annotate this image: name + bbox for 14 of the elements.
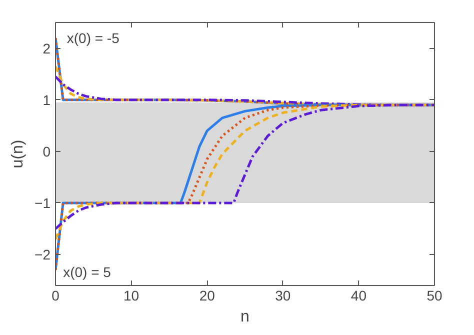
y-tick-label: 2 xyxy=(42,40,51,56)
x-tick-label: 20 xyxy=(199,288,216,304)
y-tick-label: 0 xyxy=(42,143,51,160)
y-tick-label: −2 xyxy=(34,246,51,263)
x-tick-label: 50 xyxy=(426,288,442,304)
x-axis-title: n xyxy=(240,308,250,326)
y-tick-label: −1 xyxy=(34,194,51,211)
y-tick-label: 1 xyxy=(42,92,51,108)
x-tick-label: 40 xyxy=(350,288,367,304)
y-axis-title: u(n) xyxy=(10,140,27,168)
x-tick-label: 30 xyxy=(275,288,291,304)
annotation: x(0) = 5 xyxy=(63,264,112,280)
annotation: x(0) = -5 xyxy=(66,30,120,46)
x-tick-label: 10 xyxy=(124,288,140,304)
